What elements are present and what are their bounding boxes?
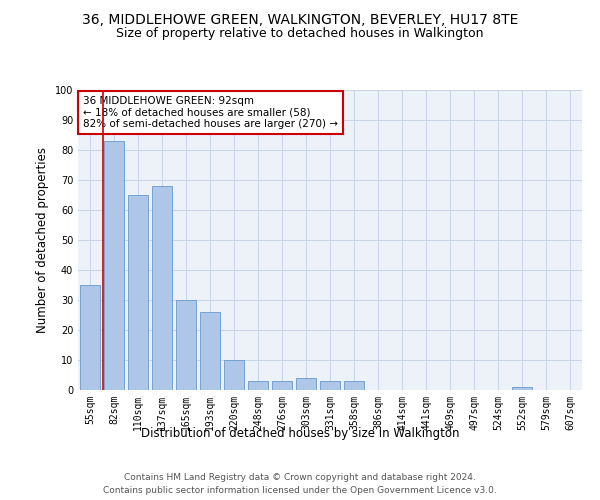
Bar — [296, 378, 316, 390]
Text: 36 MIDDLEHOWE GREEN: 92sqm
← 18% of detached houses are smaller (58)
82% of semi: 36 MIDDLEHOWE GREEN: 92sqm ← 18% of deta… — [83, 96, 338, 129]
Text: Distribution of detached houses by size in Walkington: Distribution of detached houses by size … — [141, 428, 459, 440]
Bar — [152, 186, 172, 390]
Bar — [200, 312, 220, 390]
Bar — [128, 195, 148, 390]
Bar — [104, 141, 124, 390]
Bar — [272, 381, 292, 390]
Bar — [512, 387, 532, 390]
Bar — [248, 381, 268, 390]
Bar — [176, 300, 196, 390]
Bar — [320, 381, 340, 390]
Bar — [344, 381, 364, 390]
Text: Contains HM Land Registry data © Crown copyright and database right 2024.: Contains HM Land Registry data © Crown c… — [124, 472, 476, 482]
Bar — [224, 360, 244, 390]
Bar — [80, 285, 100, 390]
Y-axis label: Number of detached properties: Number of detached properties — [36, 147, 49, 333]
Text: Size of property relative to detached houses in Walkington: Size of property relative to detached ho… — [116, 28, 484, 40]
Text: Contains public sector information licensed under the Open Government Licence v3: Contains public sector information licen… — [103, 486, 497, 495]
Text: 36, MIDDLEHOWE GREEN, WALKINGTON, BEVERLEY, HU17 8TE: 36, MIDDLEHOWE GREEN, WALKINGTON, BEVERL… — [82, 12, 518, 26]
